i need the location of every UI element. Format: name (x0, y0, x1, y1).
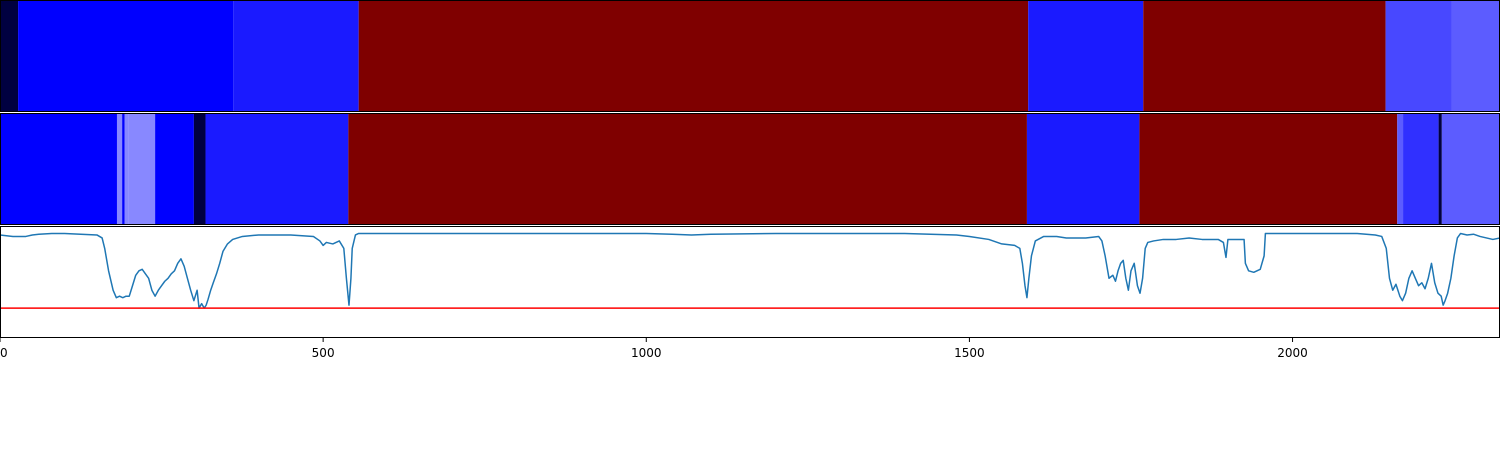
x-tick-label-4: 2000 (1277, 346, 1308, 360)
track-1-segment-0 (0, 113, 117, 225)
x-tick-label-2: 1000 (631, 346, 662, 360)
x-tick-label-1: 500 (312, 346, 335, 360)
track-1-segment-12 (1403, 113, 1439, 225)
track-0-segment-7 (1451, 0, 1500, 112)
track-1-segment-5 (155, 113, 194, 225)
line-panel-frame (0, 226, 1500, 338)
track-0-segment-2 (233, 0, 359, 112)
track-1-segment-3 (124, 113, 129, 225)
x-tick-label-3: 1500 (954, 346, 985, 360)
track-0-segment-1 (18, 0, 234, 112)
x-tick-label-0: 0 (0, 346, 8, 360)
track-1-segment-14 (1441, 113, 1500, 225)
track-0-segment-3 (358, 0, 1029, 112)
track-1-segment-7 (205, 113, 349, 225)
track-1-segment-11 (1397, 113, 1404, 225)
track-1-segment-4 (128, 113, 156, 225)
line-panel (0, 232, 1500, 309)
track-1-segment-9 (1026, 113, 1140, 225)
track-0-segment-6 (1385, 0, 1452, 112)
x-axis: 0 500 1000 1500 2000 (0, 338, 1308, 360)
segment-track-middle (0, 113, 1500, 225)
track-0-segment-5 (1143, 0, 1386, 112)
track-1-segment-8 (348, 113, 1027, 225)
track-1-segment-10 (1139, 113, 1398, 225)
track-1-segment-1 (116, 113, 123, 225)
track-0-segment-4 (1028, 0, 1144, 112)
track-1-segment-13 (1438, 113, 1442, 225)
track-0-segment-0 (0, 0, 19, 112)
segment-track-top (0, 0, 1500, 112)
track-1-segment-2 (122, 113, 125, 225)
track-1-segment-6 (193, 113, 206, 225)
series-line (0, 232, 1500, 309)
